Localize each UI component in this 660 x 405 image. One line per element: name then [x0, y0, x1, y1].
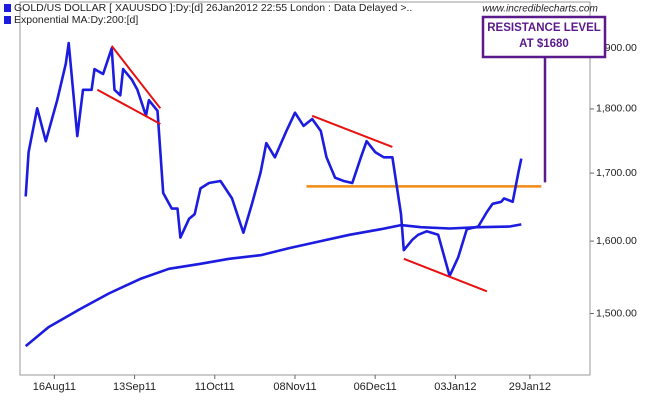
website: www.incrediblecharts.com	[482, 4, 598, 15]
legend-label: Exponential MA:Dy:200:[d]	[14, 14, 138, 26]
y-tick-label: 1,700.00	[596, 167, 637, 179]
y-tick-label: 1,500.00	[596, 307, 637, 319]
legend-swatch	[4, 4, 11, 12]
annotation-box	[481, 15, 607, 59]
x-tick-label: 16Aug11	[33, 381, 76, 393]
x-tick-label: 11Oct11	[195, 381, 235, 393]
trend-line	[96, 88, 161, 125]
annotation-text: AT $1680	[519, 38, 569, 50]
plot-area	[19, 1, 591, 376]
x-tick-label: 29Jan12	[509, 381, 551, 393]
x-tick-label: 03Jan12	[434, 381, 476, 393]
y-tick-label: 1,900.00	[596, 42, 637, 54]
annotation-text: RESISTANCE LEVEL	[487, 22, 601, 34]
series-line	[24, 41, 523, 278]
trend-line	[311, 114, 393, 148]
legend-label: GOLD/US DOLLAR [ XAUUSDO ]:Dy:[d] 26Jan2…	[14, 2, 412, 14]
y-tick-label: 1,600.00	[596, 235, 637, 247]
x-tick-label: 13Sep11	[113, 381, 156, 393]
x-tick-label: 06Dec11	[354, 381, 397, 393]
x-tick-label: 08Nov11	[273, 381, 316, 393]
series-line	[24, 223, 522, 348]
trend-line	[403, 257, 488, 293]
trend-line	[110, 45, 162, 109]
legend-swatch	[4, 16, 11, 24]
y-tick-label: 1,800.00	[596, 103, 637, 115]
